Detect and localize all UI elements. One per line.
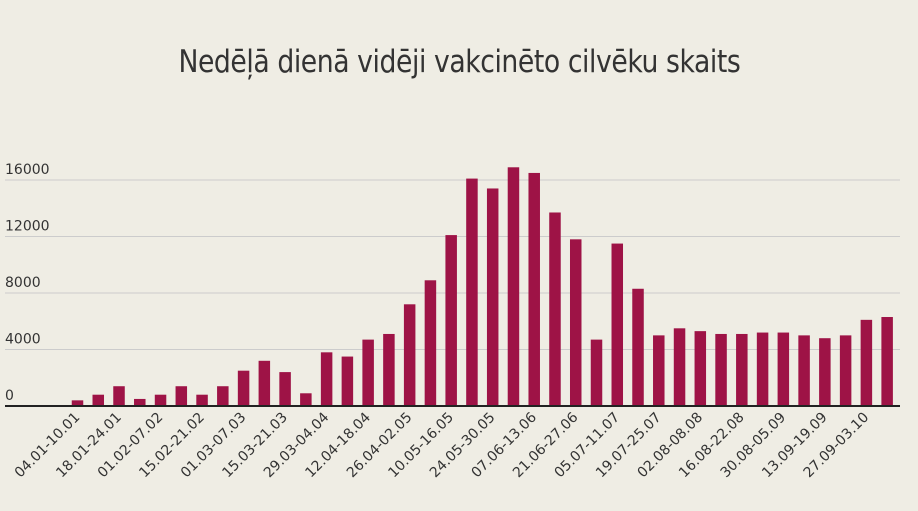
y-tick-label: 0 — [5, 388, 14, 404]
bar — [736, 333, 748, 406]
bar — [196, 394, 208, 406]
bar — [424, 280, 437, 406]
bar — [466, 178, 478, 406]
bar — [881, 317, 893, 406]
bar — [611, 243, 624, 406]
axis-layer: 0 4000 8000 12000 16000 — [5, 162, 900, 407]
bar — [92, 394, 105, 406]
bar — [590, 339, 603, 406]
bar — [715, 333, 727, 406]
bar — [71, 400, 84, 406]
bar — [258, 360, 271, 406]
bar — [279, 372, 291, 406]
bar — [528, 172, 540, 406]
bar — [362, 339, 374, 406]
bar — [113, 386, 125, 406]
bar — [653, 335, 665, 406]
bar — [320, 352, 333, 406]
y-tick-label: 8000 — [5, 275, 41, 291]
y-tick-label: 4000 — [5, 332, 41, 348]
bar — [673, 328, 686, 406]
bar — [798, 335, 810, 406]
bar — [403, 304, 416, 406]
bar — [777, 332, 790, 406]
x-tick-labels: 04.01-10.0118.01-24.0101.02-07.0215.02-2… — [12, 409, 872, 481]
bar — [694, 331, 707, 406]
bar — [839, 335, 852, 406]
bar — [569, 239, 582, 406]
bar — [486, 188, 499, 406]
bar — [860, 319, 873, 406]
bar — [341, 356, 354, 406]
bar — [445, 235, 457, 406]
y-tick-label: 12000 — [5, 219, 50, 235]
bar — [154, 394, 167, 406]
bar — [175, 386, 188, 406]
bar — [237, 370, 250, 406]
bar — [383, 333, 395, 406]
bar — [507, 167, 520, 406]
chart-title: Nedēļā dienā vidēji vakcinēto cilvēku sk… — [178, 44, 741, 80]
bar-layer — [71, 167, 893, 406]
bar — [756, 332, 769, 406]
bar — [300, 393, 312, 406]
bar — [632, 288, 644, 406]
bar — [134, 398, 146, 406]
bar — [819, 338, 831, 406]
bar — [549, 212, 561, 406]
bar — [217, 386, 229, 406]
y-tick-label: 16000 — [5, 162, 50, 178]
